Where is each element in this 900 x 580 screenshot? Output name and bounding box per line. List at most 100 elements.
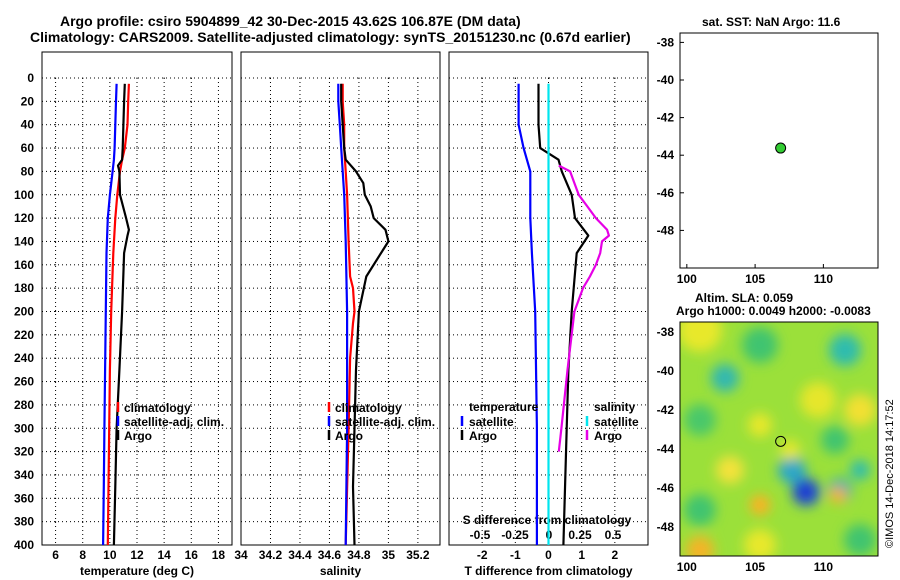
grid-dot [269,90,271,91]
grid-dot [178,264,179,266]
grid-dot [240,462,242,463]
grid-dot [217,134,219,135]
grid-dot [481,470,483,471]
grid-dot [109,170,111,172]
grid-dot [136,266,138,267]
grid-dot [82,226,84,227]
grid-dot [226,497,227,499]
title-line-1: Argo profile: csiro 5904899_42 30-Dec-20… [60,13,521,29]
grid-dot [66,217,67,219]
grid-dot [269,430,271,431]
grid-dot [387,466,389,467]
grid-dot [82,338,84,339]
grid-dot [581,86,583,87]
grid-dot [614,240,616,242]
grid-dot [633,77,634,79]
grid-dot [389,194,390,196]
grid-dot [241,217,242,219]
grid-dot [163,354,165,355]
grid-dot [481,124,483,126]
grid-dot [357,170,358,172]
grid-dot [581,434,583,435]
grid-dot [170,147,171,149]
grid-dot [293,217,294,219]
grid-dot [333,194,334,196]
grid-dot [417,234,419,235]
grid-dot [190,198,192,199]
grid-dot [90,381,91,383]
grid-dot [493,77,494,79]
grid-dot [163,194,165,195]
grid-dot [387,381,389,383]
grid-dot [98,544,99,546]
grid-dot [226,357,227,359]
grid-dot [299,442,301,443]
salinity-legend-2: Argo [335,429,363,443]
grid-dot [387,178,389,179]
grid-dot [405,240,406,242]
grid-dot [214,521,215,523]
grid-dot [249,147,250,149]
grid-dot [299,314,301,315]
grid-dot [297,404,298,406]
grid-dot [358,478,360,479]
grid-dot [218,544,219,546]
grid-dot [601,124,602,126]
grid-dot [55,114,57,115]
grid-dot [109,162,111,163]
grid-dot [299,86,301,87]
grid-dot [190,86,192,87]
grid-dot [358,178,360,179]
grid-dot [82,434,84,435]
grid-dot [190,522,192,523]
grid-dot [54,77,55,79]
grid-dot [277,240,278,242]
grid-dot [240,158,242,159]
grid-dot [417,390,419,391]
grid-dot [114,404,115,406]
grid-dot [301,124,302,126]
grid-dot [514,130,516,131]
grid-dot [299,482,301,483]
grid-dot [345,311,346,312]
grid-dot [136,490,138,491]
grid-dot [481,426,483,427]
grid-dot [109,474,111,475]
grid-dot [365,334,366,336]
grid-dot [217,430,219,431]
grid-dot [163,466,165,467]
grid-dot [163,102,165,103]
grid-dot [109,142,111,143]
grid-dot [126,521,127,523]
grid-dot [269,214,271,215]
grid-dot [194,311,195,312]
grid-dot [373,287,374,289]
grid-dot [55,286,57,287]
grid-dot [241,404,242,406]
grid-dot [214,311,215,312]
grid-dot [417,486,419,487]
grid-dot [158,264,159,266]
grid-dot [269,98,271,99]
grid-dot [514,450,516,451]
grid-dot [401,147,402,149]
grid-dot [90,287,91,289]
grid-dot [136,198,138,199]
grid-dot [269,258,271,259]
grid-dot [240,106,242,107]
grid-dot [46,451,47,453]
grid-dot [269,398,271,399]
grid-dot [373,544,374,546]
grid-dot [614,542,616,543]
grid-dot [637,100,638,102]
grid-dot [269,170,271,172]
grid-dot [481,202,483,203]
grid-dot [433,264,434,266]
grid-dot [230,240,231,242]
grid-dot [55,410,57,411]
grid-dot [581,454,583,455]
grid-dot [46,264,47,266]
grid-dot [299,466,301,467]
grid-dot [387,334,389,335]
grid-dot [265,311,266,312]
